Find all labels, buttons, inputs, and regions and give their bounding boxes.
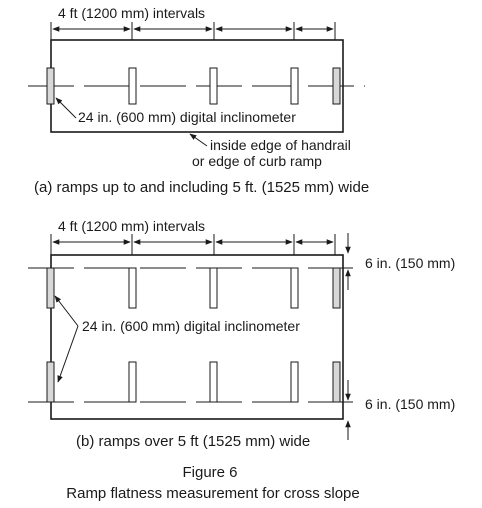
edge-leader-a [189, 133, 208, 147]
edge-label-line1: inside edge of handrail [210, 137, 351, 153]
inclinometer-markers-b [46, 267, 341, 403]
inclinometer-label-b: 24 in. (600 mm) digital inclinometer [82, 318, 300, 334]
offset-label-bottom: 6 in. (150 mm) [365, 396, 455, 412]
figure-title: Ramp flatness measurement for cross slop… [66, 485, 359, 502]
inclinometer-label-a: 24 in. (600 mm) digital inclinometer [78, 109, 296, 125]
caption-a: (a) ramps up to and including 5 ft. (152… [34, 179, 369, 196]
interval-dimension-a [50, 22, 336, 40]
edge-label-line2: or edge of curb ramp [192, 153, 322, 169]
inclinometer-leader-b-top [54, 295, 79, 327]
inclinometer-leader-b-bottom [57, 325, 79, 383]
ramp-outline-b [50, 254, 344, 420]
diagram-a: 4 ft (1200 mm) intervals 24 in. (600 mm)… [28, 5, 369, 196]
inclinometer-leader-a [55, 97, 77, 119]
diagram-b: 4 ft (1200 mm) intervals 24 in. (600 mm)… [28, 218, 455, 450]
interval-label-b: 4 ft (1200 mm) intervals [58, 218, 205, 234]
interval-label-a: 4 ft (1200 mm) intervals [58, 5, 205, 21]
offset-label-top: 6 in. (150 mm) [365, 255, 455, 271]
interval-dimension-b [50, 234, 336, 255]
inclinometer-markers-a [46, 67, 341, 105]
caption-b: (b) ramps over 5 ft (1525 mm) wide [76, 433, 310, 450]
figure-number: Figure 6 [182, 464, 237, 481]
